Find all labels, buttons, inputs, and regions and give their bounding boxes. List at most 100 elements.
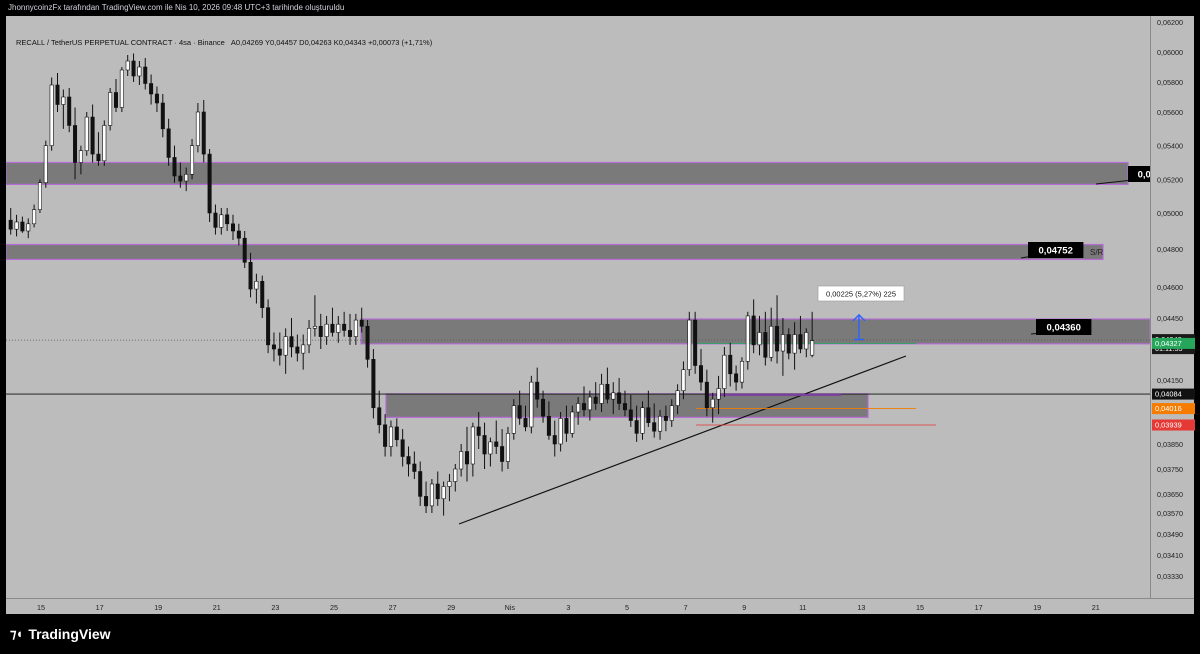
- candle-body: [96, 153, 101, 162]
- candle-body: [757, 332, 762, 346]
- candle-body: [429, 483, 434, 507]
- candle-body: [154, 93, 159, 104]
- candle-body: [289, 336, 294, 348]
- candle-body: [424, 496, 429, 507]
- price-axis-svg[interactable]: 0,06200 0,06000 0,05800 0,05600 0,05400 0,052…: [1151, 16, 1195, 598]
- candle-body: [283, 336, 288, 356]
- y-tick-label: 0,06000: [1157, 48, 1183, 57]
- price-tag[interactable]: [1152, 337, 1195, 349]
- zone-price-callout[interactable]: [1036, 319, 1092, 335]
- candle-body: [693, 319, 698, 366]
- chart-pane[interactable]: 0,051 0,04752 0,04360 S/R 0,00225 (5,27%) 22…: [6, 16, 1150, 598]
- price-axis[interactable]: 0,06200 0,06000 0,05800 0,05600 0,05400 0,052…: [1150, 16, 1195, 598]
- candle-body: [710, 398, 715, 409]
- candle-body: [43, 145, 48, 184]
- candle-body: [336, 323, 341, 333]
- measure-label: 0,00225 (5,27%) 225: [826, 290, 896, 299]
- sr-note: S/R: [1090, 248, 1104, 257]
- candle-body: [32, 209, 37, 225]
- y-tick-label: 0,03750: [1157, 465, 1183, 474]
- candle-body: [529, 381, 534, 428]
- candle-body: [587, 396, 592, 411]
- candle-body: [260, 280, 265, 308]
- candle-body: [769, 325, 774, 358]
- candle-body: [681, 369, 686, 391]
- candle-body: [464, 451, 469, 465]
- candle-body: [558, 418, 563, 445]
- candle-body: [611, 392, 616, 400]
- price-tag[interactable]: [1152, 419, 1195, 431]
- zone-price-callout[interactable]: [1028, 242, 1084, 258]
- zone-price-label: 0,04360: [1047, 323, 1081, 334]
- zone-price-callout[interactable]: [1128, 166, 1150, 182]
- candle-body: [312, 325, 317, 329]
- candle-body: [593, 396, 598, 404]
- candle-body: [476, 426, 481, 436]
- candle-body: [576, 403, 581, 413]
- y-tick-label: 0,06200: [1157, 18, 1183, 27]
- candle-body: [722, 354, 727, 389]
- symbol-legend: RECALL / TetherUS PERPETUAL CONTRACT · 4…: [16, 38, 432, 47]
- sr-zone[interactable]: [6, 243, 1104, 261]
- candle-body: [178, 175, 183, 182]
- candle-body: [225, 214, 230, 225]
- candle-body: [20, 221, 25, 232]
- candle-body: [248, 262, 253, 290]
- candle-body: [377, 407, 382, 426]
- candle-body: [394, 426, 399, 441]
- candle-body: [271, 344, 276, 350]
- x-tick-label: 19: [1033, 603, 1041, 612]
- candle-body: [149, 83, 154, 95]
- candle-body: [8, 219, 13, 230]
- candle-body: [90, 116, 95, 155]
- candle-body: [535, 381, 540, 400]
- price-tag[interactable]: [1152, 388, 1195, 400]
- candle-body: [775, 325, 780, 352]
- x-tick-label: 17: [96, 603, 104, 612]
- y-tick-label: 0,04450: [1157, 314, 1183, 323]
- candle-body: [219, 214, 224, 228]
- candle-body: [108, 92, 113, 126]
- tradingview-logo[interactable]: ⁊◖ TradingView: [10, 626, 111, 642]
- x-tick-label: 21: [213, 603, 221, 612]
- y-tick-label: 0,03570: [1157, 509, 1183, 518]
- chart-svg[interactable]: 0,051 0,04752 0,04360 S/R 0,00225 (5,27%) 22…: [6, 16, 1150, 598]
- candle-body: [400, 439, 405, 457]
- x-tick-label: 13: [857, 603, 865, 612]
- candle-body: [418, 471, 423, 497]
- candle-body: [552, 435, 557, 445]
- time-axis-svg[interactable]: 15 17 19 21 23 25 27 29 Nis 3 5 7 9 11 13 15 17 19 21: [6, 599, 1194, 615]
- price-tag-label: 0,03939: [1155, 421, 1182, 430]
- price-tag[interactable]: [1152, 403, 1195, 415]
- candle-body: [663, 415, 668, 421]
- price-tag-label: 0,04016: [1155, 404, 1182, 413]
- candle-body: [751, 315, 756, 346]
- candle-body: [728, 354, 733, 375]
- candle-body: [406, 456, 411, 465]
- candle-body: [102, 125, 107, 162]
- x-tick-label: 17: [975, 603, 983, 612]
- time-axis[interactable]: 15 17 19 21 23 25 27 29 Nis 3 5 7 9 11 13 15 17 19 21: [6, 598, 1194, 614]
- candle-body: [55, 84, 60, 105]
- x-tick-label: 15: [916, 603, 924, 612]
- x-tick-label: 15: [37, 603, 45, 612]
- candle-body: [581, 403, 586, 411]
- ohlc-values: A0,04269 Y0,04457 D0,04263 K0,04343 +0,0…: [230, 38, 433, 47]
- candle-body: [190, 145, 195, 175]
- candle-body: [704, 381, 709, 409]
- candle-body: [207, 153, 212, 214]
- candle-body: [669, 405, 674, 421]
- candle-body: [14, 221, 19, 230]
- export-banner: JhonnycoinzFx tarafından TradingView.com…: [0, 0, 1200, 16]
- candle-body: [546, 415, 551, 436]
- candle-body: [441, 486, 446, 500]
- tradingview-mark-icon: ⁊◖: [10, 626, 23, 641]
- y-tick-label: 0,05200: [1157, 175, 1183, 184]
- ascending-trendline[interactable]: [458, 355, 907, 525]
- candle-body: [505, 433, 510, 462]
- candle-body: [500, 446, 505, 462]
- candle-body: [687, 319, 692, 370]
- candle-body: [353, 319, 358, 337]
- y-tick-label: 0,05600: [1157, 108, 1183, 117]
- symbol-title: RECALL / TetherUS PERPETUAL CONTRACT · 4…: [16, 38, 225, 47]
